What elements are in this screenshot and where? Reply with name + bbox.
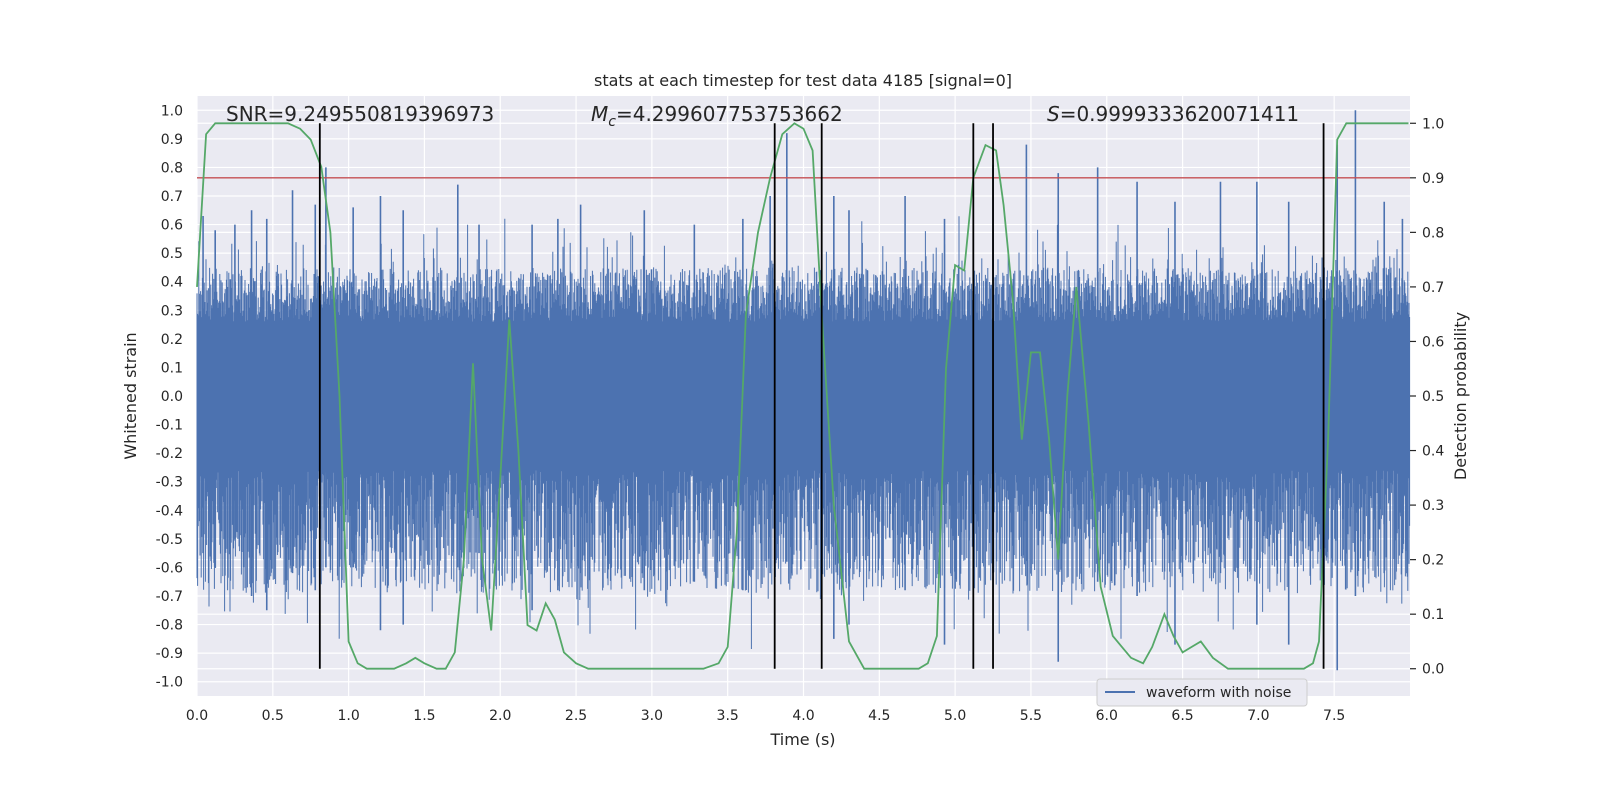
mc-symbol: M bbox=[591, 102, 608, 126]
snr-annotation: SNR=9.249550819396973 bbox=[226, 102, 494, 126]
x-tick-label: 6.0 bbox=[1096, 708, 1118, 724]
y-axis-ticks: 1.0 0.9 0.8 0.7 0.6 0.5 0.4 0.3 0.2 0.1 0.0 -0.1 -0.… bbox=[156, 103, 183, 690]
y-tick-label: 0.0 bbox=[161, 389, 183, 405]
y2-tick-label: 0.0 bbox=[1422, 662, 1444, 678]
y-tick-label: -0.9 bbox=[156, 646, 183, 662]
y2-axis-ticks: 1.0 0.9 0.8 0.7 0.6 0.5 0.4 0.3 0.2 0.1 0.0 bbox=[1410, 116, 1444, 678]
legend-label: waveform with noise bbox=[1146, 685, 1291, 701]
y-tick-label: 0.7 bbox=[161, 189, 183, 205]
y2-tick-label: 0.3 bbox=[1422, 498, 1444, 514]
x-tick-label: 4.0 bbox=[792, 708, 814, 724]
s-value: =0.9999333620071411 bbox=[1060, 102, 1299, 126]
vertical-markers bbox=[318, 123, 1325, 669]
y2-tick-label: 0.9 bbox=[1422, 171, 1444, 187]
x-tick-label: 0.5 bbox=[262, 708, 284, 724]
y2-tick-label: 0.2 bbox=[1422, 553, 1444, 569]
x-tick-label: 6.5 bbox=[1171, 708, 1193, 724]
mc-value: =4.299607753753662 bbox=[616, 102, 843, 126]
y-tick-label: 0.4 bbox=[161, 275, 183, 291]
y2-tick-label: 0.4 bbox=[1422, 444, 1444, 460]
y-tick-label: -0.2 bbox=[156, 446, 183, 462]
x-tick-label: 1.0 bbox=[337, 708, 359, 724]
x-tick-label: 3.5 bbox=[717, 708, 739, 724]
y-tick-label: -0.6 bbox=[156, 560, 183, 576]
mc-annotation: Mc=4.299607753753662 bbox=[591, 102, 843, 130]
y-tick-label: 0.9 bbox=[161, 132, 183, 148]
y-tick-label: 0.8 bbox=[161, 160, 183, 176]
x-axis-ticks: 0.0 0.5 1.0 1.5 2.0 2.5 3.0 3.5 4.0 4.5 5.0 5.5 6.0 6… bbox=[186, 708, 1345, 724]
s-annotation: S=0.9999333620071411 bbox=[1047, 102, 1299, 126]
x-tick-label: 1.5 bbox=[413, 708, 435, 724]
y-tick-label: 0.3 bbox=[161, 303, 183, 319]
x-tick-label: 7.5 bbox=[1323, 708, 1345, 724]
legend: waveform with noise bbox=[1096, 678, 1308, 707]
y2-tick-label: 0.7 bbox=[1422, 280, 1444, 296]
x-axis-label: Time (s) bbox=[769, 730, 835, 749]
x-tick-label: 7.0 bbox=[1247, 708, 1269, 724]
y-tick-label: 0.1 bbox=[161, 360, 183, 376]
y2-tick-label: 1.0 bbox=[1422, 116, 1444, 132]
y2-axis-label: Detection probability bbox=[1451, 312, 1470, 480]
x-tick-label: 3.0 bbox=[641, 708, 663, 724]
x-tick-label: 4.5 bbox=[868, 708, 890, 724]
y-tick-label: -1.0 bbox=[156, 675, 183, 691]
y-tick-label: -0.4 bbox=[156, 503, 183, 519]
probability-series bbox=[196, 122, 1409, 670]
mc-subscript: c bbox=[608, 114, 616, 130]
y-axis-label: Whitened strain bbox=[121, 332, 140, 459]
chart-title: stats at each timestep for test data 418… bbox=[594, 71, 1012, 90]
s-symbol: S bbox=[1047, 102, 1060, 126]
waveform-noise bbox=[196, 216, 1411, 649]
x-tick-label: 0.0 bbox=[186, 708, 208, 724]
y2-tick-label: 0.1 bbox=[1422, 607, 1444, 623]
y2-tick-label: 0.5 bbox=[1422, 389, 1444, 405]
y-tick-label: 0.5 bbox=[161, 246, 183, 262]
y2-tick-label: 0.8 bbox=[1422, 225, 1444, 241]
y-tick-label: -0.5 bbox=[156, 532, 183, 548]
y2-tick-label: 0.6 bbox=[1422, 334, 1444, 350]
y-tick-label: 0.2 bbox=[161, 332, 183, 348]
y-tick-label: -0.1 bbox=[156, 418, 183, 434]
x-tick-label: 5.5 bbox=[1020, 708, 1042, 724]
probability-line bbox=[196, 122, 1409, 670]
waveform-series bbox=[196, 110, 1411, 671]
y-tick-label: 1.0 bbox=[161, 103, 183, 119]
y-tick-label: 0.6 bbox=[161, 218, 183, 234]
x-tick-label: 2.0 bbox=[489, 708, 511, 724]
legend-box bbox=[1096, 678, 1308, 707]
y-tick-label: -0.8 bbox=[156, 618, 183, 634]
x-tick-label: 2.5 bbox=[565, 708, 587, 724]
y-tick-label: -0.3 bbox=[156, 475, 183, 491]
y-tick-label: -0.7 bbox=[156, 589, 183, 605]
x-tick-label: 5.0 bbox=[944, 708, 966, 724]
